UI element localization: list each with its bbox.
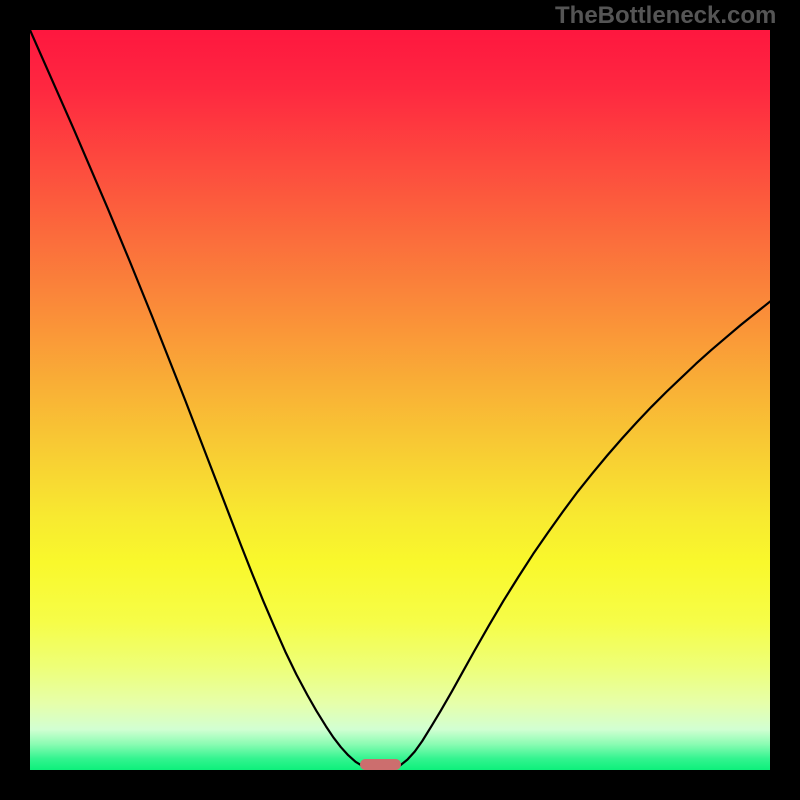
bottleneck-curve <box>30 30 770 770</box>
watermark-text: TheBottleneck.com <box>555 2 776 30</box>
optimum-marker <box>360 759 401 770</box>
chart-stage: TheBottleneck.com <box>0 0 800 800</box>
plot-area <box>30 30 770 770</box>
